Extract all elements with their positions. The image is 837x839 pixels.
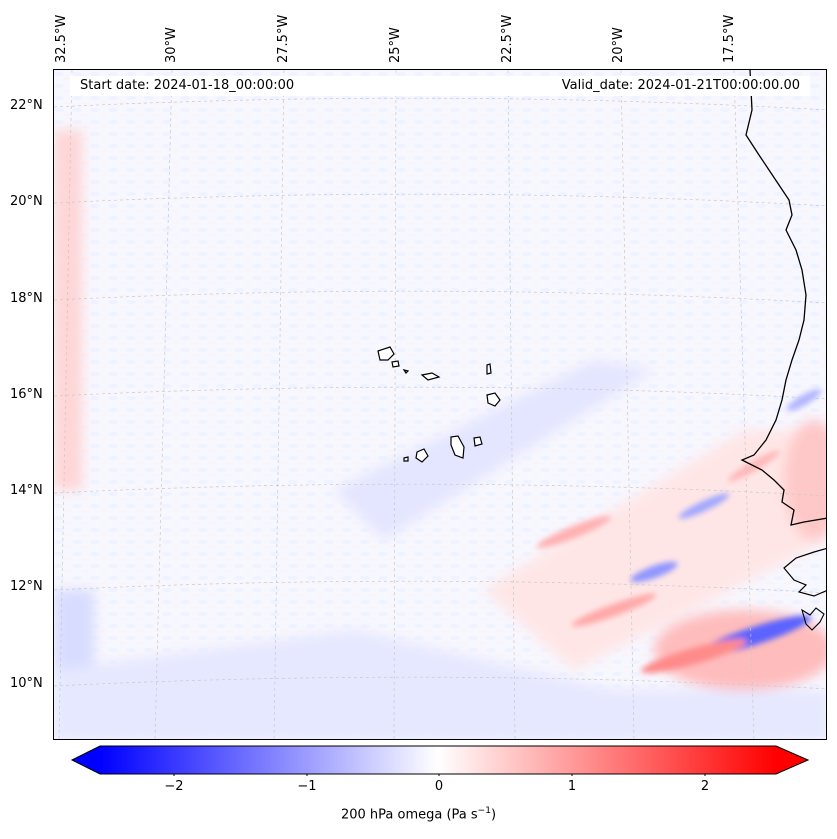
lat-label-12N: 12°N xyxy=(10,579,43,594)
parallel-14N xyxy=(54,483,826,497)
lon-label-27-5W: 27.5°W xyxy=(276,14,291,63)
bottom-blue-band xyxy=(54,630,826,739)
valid-date-label: Valid_date: 2024-01-21T00:00:00.00 xyxy=(561,78,800,93)
bijagos-islands xyxy=(801,607,825,631)
lon-label-22-5W: 22.5°W xyxy=(500,14,515,63)
meridian-27-5W xyxy=(273,70,285,739)
blue-streak-3 xyxy=(786,389,822,411)
cb-tick-label-1: 1 xyxy=(567,779,577,794)
blue-streak-1 xyxy=(630,561,678,583)
cb-tick-label-2: 2 xyxy=(700,779,710,794)
blue-streak-2 xyxy=(678,493,730,519)
maio-island xyxy=(473,436,483,447)
sao-nicolau-island xyxy=(420,372,441,381)
colorbar-label-end: ) xyxy=(490,807,497,823)
meridian-22-5W xyxy=(507,70,516,739)
colorbar-gradient xyxy=(100,746,776,774)
map-panel[interactable] xyxy=(53,69,827,740)
colorbar-pos-extend-arrow xyxy=(776,746,808,774)
sal-island xyxy=(486,363,492,375)
colorbar-label: 200 hPa omega (Pa s−1) xyxy=(0,806,837,822)
southeast-red-band xyxy=(484,430,826,670)
red-streak-2 xyxy=(571,593,657,627)
start-date-label: Start date: 2024-01-18_00:00:00 xyxy=(80,78,295,93)
field-smooth-patterns xyxy=(54,130,826,739)
lon-label-25W: 25°W xyxy=(388,27,403,63)
lat-label-18N: 18°N xyxy=(10,291,43,306)
cb-tick-label-0: 0 xyxy=(434,779,444,794)
colorbar-outline xyxy=(70,745,810,775)
boa-vista-island xyxy=(486,392,501,407)
santo-antao-island xyxy=(377,346,395,361)
lat-label-20N: 20°N xyxy=(10,194,43,209)
lon-label-32-5W: 32.5°W xyxy=(54,14,69,63)
brava-island xyxy=(403,456,409,462)
santiago-island xyxy=(450,435,465,459)
santa-luzia-island xyxy=(402,369,410,374)
lat-label-10N: 10°N xyxy=(10,676,43,691)
guinea-coast xyxy=(783,547,826,597)
colorbar-neg-extend-arrow xyxy=(72,746,100,774)
parallel-16N xyxy=(54,386,826,400)
strong-ascent-bands xyxy=(641,639,747,673)
colorbar xyxy=(70,745,810,776)
graticule xyxy=(54,70,826,739)
west-africa-coastline xyxy=(740,70,826,526)
lon-label-17-5W: 17.5°W xyxy=(722,14,737,63)
cape-verde-islands xyxy=(377,346,501,463)
west-edge-red-band xyxy=(54,130,82,490)
cb-tick-label-neg2: −2 xyxy=(164,779,184,794)
lat-label-22N: 22°N xyxy=(10,98,43,113)
red-streak-1 xyxy=(536,516,612,548)
colorbar-label-main: 200 hPa omega (Pa s xyxy=(340,807,478,823)
lat-label-14N: 14°N xyxy=(10,483,43,498)
meridian-32-5W xyxy=(58,70,73,739)
meridian-30W xyxy=(154,70,173,739)
meridian-25W xyxy=(393,70,397,739)
date-info-bar xyxy=(70,76,810,96)
omega-field-map xyxy=(54,70,826,739)
colorbar-ticks xyxy=(173,774,706,776)
lon-label-30W: 30°W xyxy=(164,27,179,63)
diagonal-blue-band xyxy=(334,360,654,540)
parallel-12N xyxy=(54,580,826,594)
colorbar-label-exponent: −1 xyxy=(477,806,491,816)
sao-vicente-island xyxy=(391,360,400,368)
lon-label-20W: 20°W xyxy=(611,27,626,63)
parallel-22N xyxy=(54,97,826,111)
parallel-18N xyxy=(54,290,826,304)
meridian-17-5W xyxy=(733,70,755,739)
meridian-20W xyxy=(620,70,635,739)
parallel-10N xyxy=(54,676,826,690)
parallel-20N xyxy=(54,193,826,207)
lat-label-16N: 16°N xyxy=(10,387,43,402)
cb-tick-label-neg1: −1 xyxy=(297,779,317,794)
fogo-island xyxy=(415,448,429,463)
